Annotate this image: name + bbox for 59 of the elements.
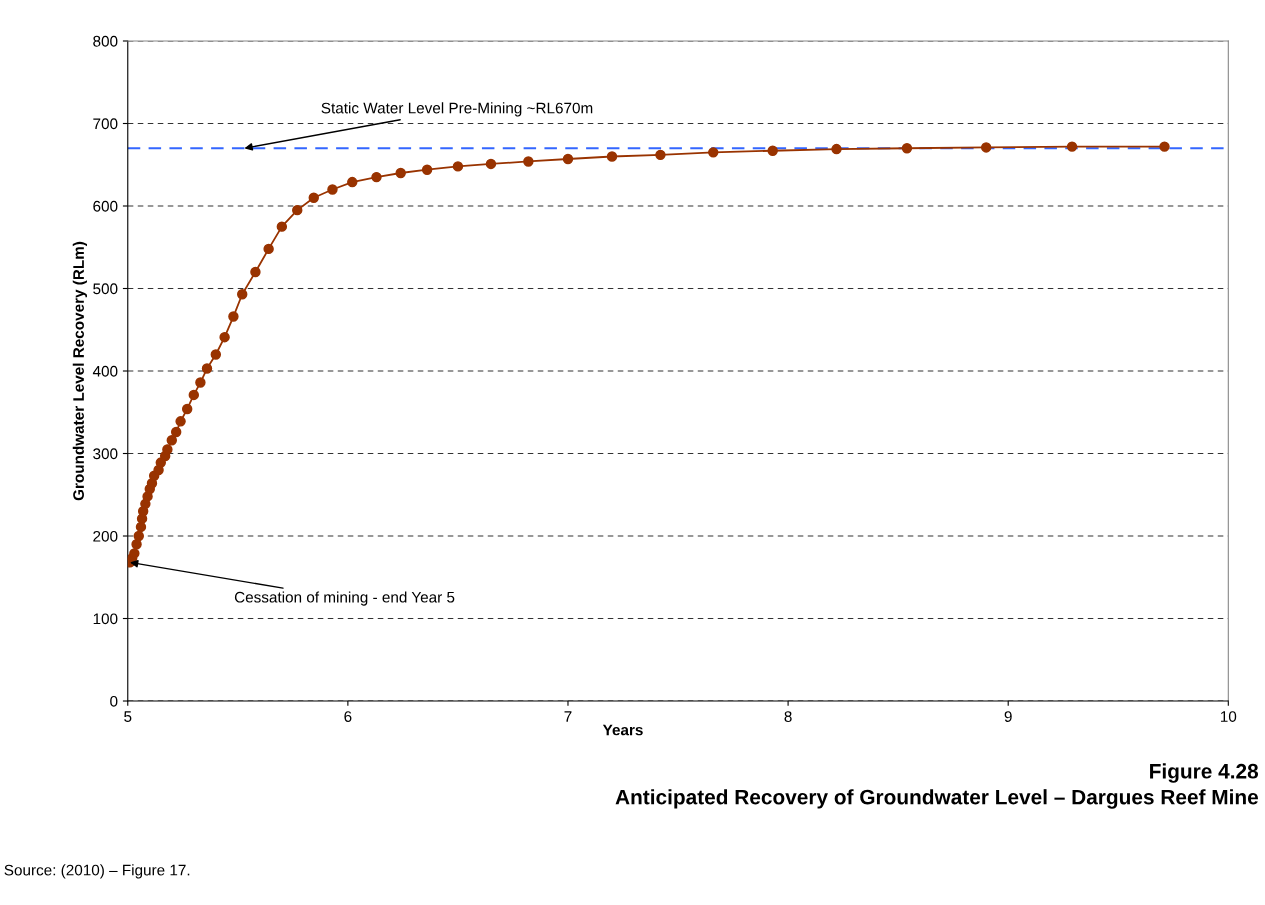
point: [250, 266, 261, 278]
point: [292, 204, 303, 216]
point: [263, 243, 274, 255]
y-tick-label: 400: [92, 365, 118, 377]
annotation: Cessation of mining - end Year 5: [234, 591, 455, 606]
source-note: Source: (2010) – Figure 17.: [4, 864, 190, 879]
point: [485, 158, 497, 170]
point: [347, 176, 358, 188]
y-axis-title: Groundwater Level Recovery (RLm): [72, 241, 87, 501]
point: [308, 192, 319, 203]
point: [133, 530, 144, 542]
point: [201, 363, 213, 374]
point: [181, 403, 193, 415]
y-tick-label: 0: [110, 695, 118, 707]
point: [1066, 141, 1078, 152]
annotation: Static Water Level Pre-Mining ~RL670m: [321, 102, 593, 117]
point: [210, 349, 222, 360]
point: [237, 289, 248, 300]
x-tick-label: 8: [784, 711, 792, 722]
text: Figure 4.28: [1150, 763, 1259, 783]
y-tick-label: 500: [93, 283, 118, 295]
x-tick-label: 7: [564, 711, 572, 722]
point: [395, 167, 406, 179]
y-tick-label: 300: [93, 448, 118, 460]
point: [175, 416, 186, 427]
x-tick-label: 5: [124, 711, 132, 722]
point: [129, 548, 140, 559]
x-axis-title: Years: [602, 724, 643, 736]
point: [327, 184, 338, 195]
x-tick-label: 6: [344, 711, 352, 722]
point: [562, 153, 574, 165]
text: Anticipated Recovery of Groundwater Level – Dargues Reef Mine: [615, 789, 1259, 809]
point: [980, 142, 992, 153]
y-tick-label: 100: [93, 613, 118, 625]
y-tick-label: 200: [93, 530, 118, 542]
point: [195, 377, 206, 388]
point: [162, 444, 173, 455]
y-tick-label: 600: [93, 200, 118, 212]
point: [421, 164, 433, 175]
point: [606, 151, 618, 162]
point: [188, 389, 200, 401]
point: [219, 331, 230, 343]
point: [708, 147, 719, 158]
point: [655, 149, 666, 161]
y-tick-label: 800: [93, 35, 118, 47]
point: [901, 143, 913, 154]
point: [371, 171, 382, 183]
point: [1159, 141, 1170, 152]
point: [276, 221, 288, 232]
x-tick-label: 10: [1220, 711, 1237, 722]
x-tick-label: 9: [1004, 711, 1012, 722]
y-tick-label: 700: [93, 118, 118, 130]
point: [831, 143, 842, 155]
point: [228, 311, 239, 322]
point: [170, 426, 182, 438]
point: [166, 435, 177, 446]
point: [452, 161, 464, 172]
point: [523, 156, 534, 167]
point: [767, 145, 778, 156]
